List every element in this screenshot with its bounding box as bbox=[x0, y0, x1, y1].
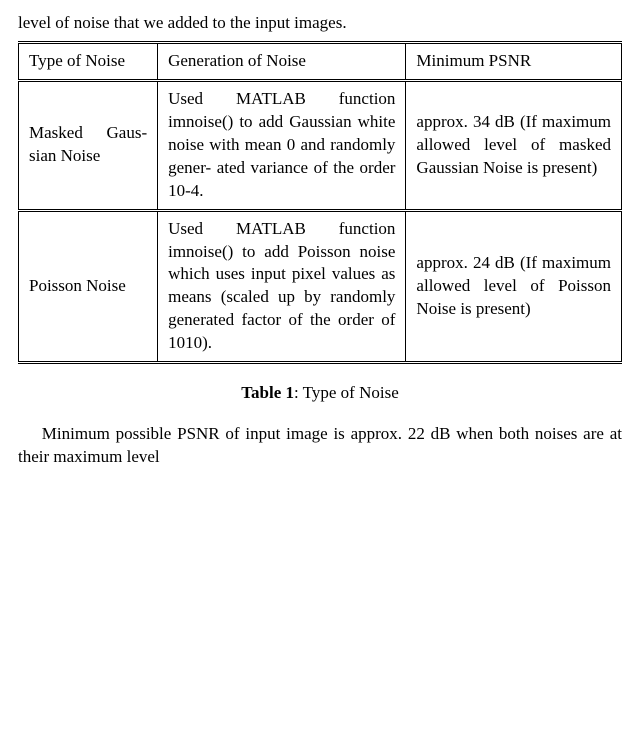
cell-type: Poisson Noise bbox=[19, 210, 158, 363]
header-cell-generation: Generation of Noise bbox=[158, 42, 406, 80]
table-row: Poisson Noise Used MATLAB function imnoi… bbox=[19, 210, 622, 363]
table-header-row: Type of Noise Generation of Noise Minimu… bbox=[19, 42, 622, 80]
header-cell-psnr: Minimum PSNR bbox=[406, 42, 622, 80]
cell-generation: Used MATLAB function imnoise() to add Ga… bbox=[158, 80, 406, 210]
cell-generation: Used MATLAB function imnoise() to add Po… bbox=[158, 210, 406, 363]
top-text-fragment: level of noise that we added to the inpu… bbox=[18, 12, 622, 35]
caption-label: Table 1 bbox=[241, 383, 294, 402]
cell-type: Masked Gaus- sian Noise bbox=[19, 80, 158, 210]
cell-psnr: approx. 34 dB (If maximum allowed level … bbox=[406, 80, 622, 210]
cell-psnr: approx. 24 dB (If maximum allowed level … bbox=[406, 210, 622, 363]
caption-text: : Type of Noise bbox=[294, 383, 399, 402]
table-row: Masked Gaus- sian Noise Used MATLAB func… bbox=[19, 80, 622, 210]
header-cell-type: Type of Noise bbox=[19, 42, 158, 80]
noise-table: Type of Noise Generation of Noise Minimu… bbox=[18, 41, 622, 364]
table-caption: Table 1: Type of Noise bbox=[18, 382, 622, 405]
bottom-text-fragment: Minimum possible PSNR of input image is … bbox=[18, 423, 622, 469]
